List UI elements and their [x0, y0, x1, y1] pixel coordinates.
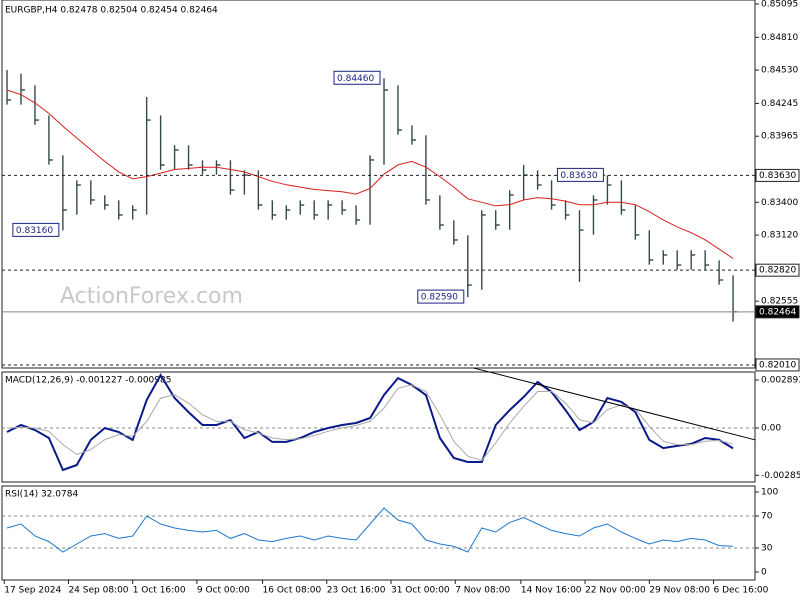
x-tick-label: 22 Nov 00:00: [585, 586, 646, 596]
y-tick-label: 70: [761, 512, 773, 522]
x-tick-label: 23 Oct 16:00: [327, 586, 386, 596]
level-label: 0.82010: [759, 360, 796, 370]
annotation-box: [333, 70, 381, 85]
y-tick-label: 0: [761, 568, 767, 578]
x-tick-label: 17 Sep 2024: [4, 586, 61, 596]
y-tick-label: 30: [761, 544, 773, 554]
annotation-label: 0.82590: [421, 293, 458, 303]
header: EURGBP,H4 0.82478 0.82504 0.82454 0.8246…: [5, 6, 218, 16]
y-tick-label: 0.82555: [761, 297, 798, 307]
annotation-label: 0.84460: [337, 74, 374, 84]
level-box: [755, 263, 800, 277]
x-tick-label: 16 Oct 08:00: [263, 586, 322, 596]
x-tick-label: 24 Sep 08:00: [68, 586, 128, 596]
x-tick-label: 31 Oct 00:00: [391, 586, 450, 596]
x-tick-label: 6 Dec 16:00: [714, 586, 769, 596]
level-label: 0.82464: [759, 307, 796, 317]
y-tick-label: 0.84530: [761, 66, 798, 76]
y-tick-label: 0.83400: [761, 198, 798, 208]
y-tick-label: 0.84245: [761, 99, 798, 109]
y-tick-label: -0.002852: [761, 471, 800, 481]
trendline: [473, 367, 756, 441]
y-tick-label: 100: [761, 488, 778, 498]
y-tick-label: 0.002893: [761, 375, 800, 385]
moving-average: [6, 89, 734, 259]
level-label: 0.83630: [759, 171, 796, 181]
annotation-box: [417, 289, 465, 304]
rsi-line: [6, 507, 734, 553]
level-label: 0.82820: [759, 266, 796, 276]
annotation-box: [12, 222, 60, 237]
x-tick-label: 1 Oct 16:00: [133, 586, 186, 596]
y-tick-label: 0.00: [761, 423, 781, 433]
y-tick-label: 0.83965: [761, 132, 798, 142]
annotation-label: 0.83160: [16, 226, 53, 236]
x-tick-label: 7 Nov 08:00: [455, 586, 510, 596]
panel-frame: [1, 485, 756, 581]
annotation-label: 0.83630: [560, 171, 597, 181]
watermark: ActionForex.com: [60, 284, 243, 309]
x-tick-label: 9 Oct 00:00: [197, 586, 250, 596]
annotation-box: [556, 167, 604, 182]
level-box: [755, 358, 800, 372]
rsi-title: RSI(14) 32.0784: [5, 490, 78, 500]
y-tick-label: 0.85095: [761, 0, 798, 9]
y-tick-label: 0.83120: [761, 231, 798, 241]
level-box: [755, 168, 800, 182]
x-tick-label: 14 Nov 16:00: [521, 586, 582, 596]
panel-frame: [1, 0, 756, 369]
panel-frame: [1, 371, 756, 483]
x-tick-label: 29 Nov 08:00: [649, 586, 710, 596]
macd-title: MACD(12,26,9) -0.001227 -0.000985: [5, 376, 171, 386]
y-tick-label: 0.84810: [761, 33, 798, 43]
signal-line: [6, 384, 734, 461]
macd-line: [6, 373, 734, 472]
level-box: [755, 305, 800, 319]
